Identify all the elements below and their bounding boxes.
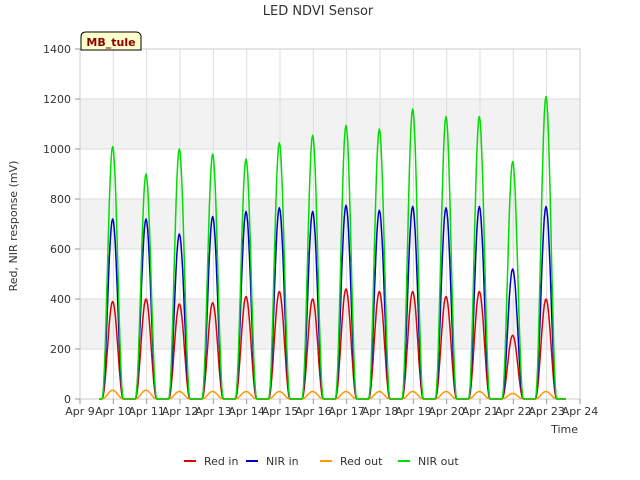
x-tick-label: Apr 16 — [295, 405, 332, 418]
legend-label: Red out — [340, 455, 383, 468]
y-tick-label: 1400 — [43, 43, 71, 56]
x-tick-label: Apr 18 — [362, 405, 399, 418]
annotation-label: MB_tule — [86, 36, 135, 49]
y-tick-labels: 0 200 400 600 800 1000 1200 1400 — [43, 43, 80, 406]
y-tick-label: 1200 — [43, 93, 71, 106]
annotation-box: MB_tule — [80, 31, 142, 51]
x-tick-label: Apr 11 — [128, 405, 165, 418]
x-tick-label: Apr 20 — [428, 405, 465, 418]
background-band — [80, 299, 580, 349]
x-tick-label: Apr 15 — [262, 405, 299, 418]
x-axis-label: Time — [550, 423, 578, 436]
y-tick-label: 1000 — [43, 143, 71, 156]
chart-title: LED NDVI Sensor — [263, 4, 374, 19]
x-tick-label: Apr 14 — [228, 405, 265, 418]
background-band — [80, 99, 580, 149]
legend-label: Red in — [204, 455, 238, 468]
x-tick-label: Apr 22 — [495, 405, 532, 418]
series-lines — [99, 95, 566, 400]
x-tick-label: Apr 9 — [65, 405, 95, 418]
x-tick-label: Apr 12 — [162, 405, 199, 418]
x-tick-label: Apr 10 — [95, 405, 132, 418]
legend-label: NIR out — [418, 455, 459, 468]
y-tick-label: 800 — [50, 193, 71, 206]
x-tick-label: Apr 13 — [195, 405, 232, 418]
series-line-nir-out — [99, 95, 566, 400]
background-band — [80, 199, 580, 249]
y-tick-label: 200 — [50, 343, 71, 356]
x-tick-label: Apr 17 — [328, 405, 365, 418]
x-tick-label: Apr 21 — [462, 405, 499, 418]
y-axis-label: Red, NIR response (mV) — [7, 161, 20, 292]
x-tick-label: Apr 23 — [528, 405, 565, 418]
y-tick-label: 0 — [64, 393, 71, 406]
y-tick-label: 400 — [50, 293, 71, 306]
y-tick-label: 600 — [50, 243, 71, 256]
background-bands — [80, 99, 580, 349]
legend-label: NIR in — [266, 455, 299, 468]
legend: Red in NIR in Red out NIR out — [184, 455, 459, 468]
x-tick-label: Apr 24 — [562, 405, 599, 418]
x-tick-label: Apr 19 — [395, 405, 432, 418]
